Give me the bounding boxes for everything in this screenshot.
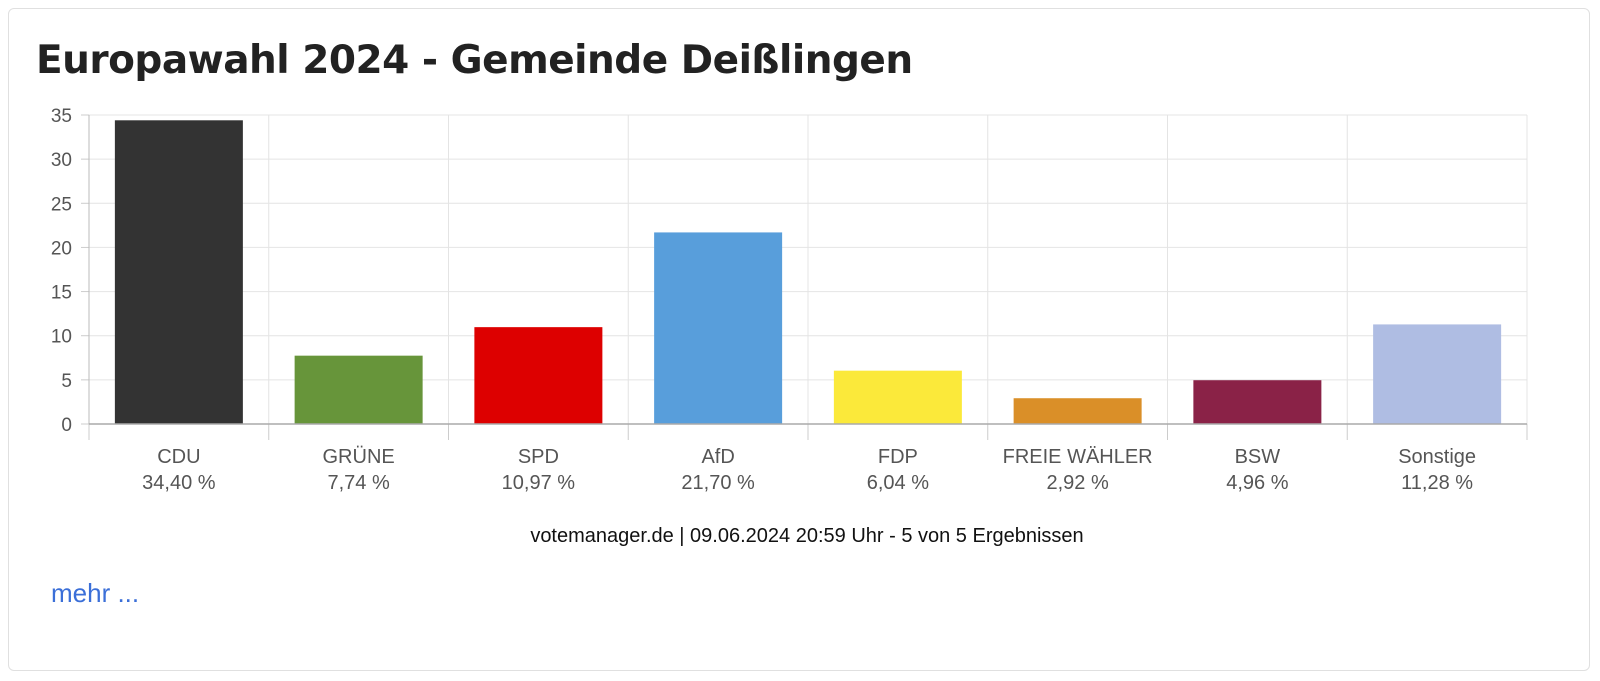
category-label: GRÜNE [323,446,395,468]
axes [81,114,1528,440]
value-label: 11,28 % [1401,472,1473,494]
value-label: 6,04 % [867,472,929,494]
category-label: BSW [1235,446,1281,468]
category-label: SPD [518,446,559,468]
value-label: 21,70 % [681,472,755,494]
result-card [8,8,1590,671]
category-label: CDU [157,446,200,468]
y-tick-label: 20 [51,238,72,259]
y-tick-label: 0 [61,415,72,436]
labels: 0 5 10 15 20 25 30 35 CDU 34,40 % GRÜNE 7,74 % SPD 10… [51,106,1476,494]
value-label: 7,74 % [327,472,389,494]
y-tick-label: 15 [51,283,72,304]
source-footer: votemanager.de | 09.06.2024 20:59 Uhr - … [530,525,1084,547]
y-tick-label: 25 [51,194,72,215]
chart-title: Europawahl 2024 - Gemeinde Deißlingen [36,38,913,83]
bar-spd [474,327,603,424]
bars [114,120,1502,424]
bar-grüne [294,355,423,424]
y-tick-label: 30 [51,150,72,171]
bar-cdu [114,120,243,424]
bar-sonstige [1373,324,1502,424]
bar-fdp [833,370,962,424]
category-label: AfD [701,446,734,468]
more-link[interactable]: mehr ... [51,578,140,608]
bar-freie-wähler [1013,398,1142,424]
value-label: 4,96 % [1226,472,1288,494]
value-label: 34,40 % [142,472,216,494]
grid-lines [88,114,1528,424]
value-label: 2,92 % [1046,472,1108,494]
bar-afd [654,232,783,424]
category-label: FREIE WÄHLER [1003,446,1153,468]
y-tick-label: 10 [51,327,72,348]
value-label: 10,97 % [502,472,576,494]
y-tick-label: 5 [61,371,72,392]
category-label: Sonstige [1398,446,1476,468]
bar-bsw [1193,380,1322,424]
category-label: FDP [878,446,918,468]
y-tick-label: 35 [51,106,72,127]
